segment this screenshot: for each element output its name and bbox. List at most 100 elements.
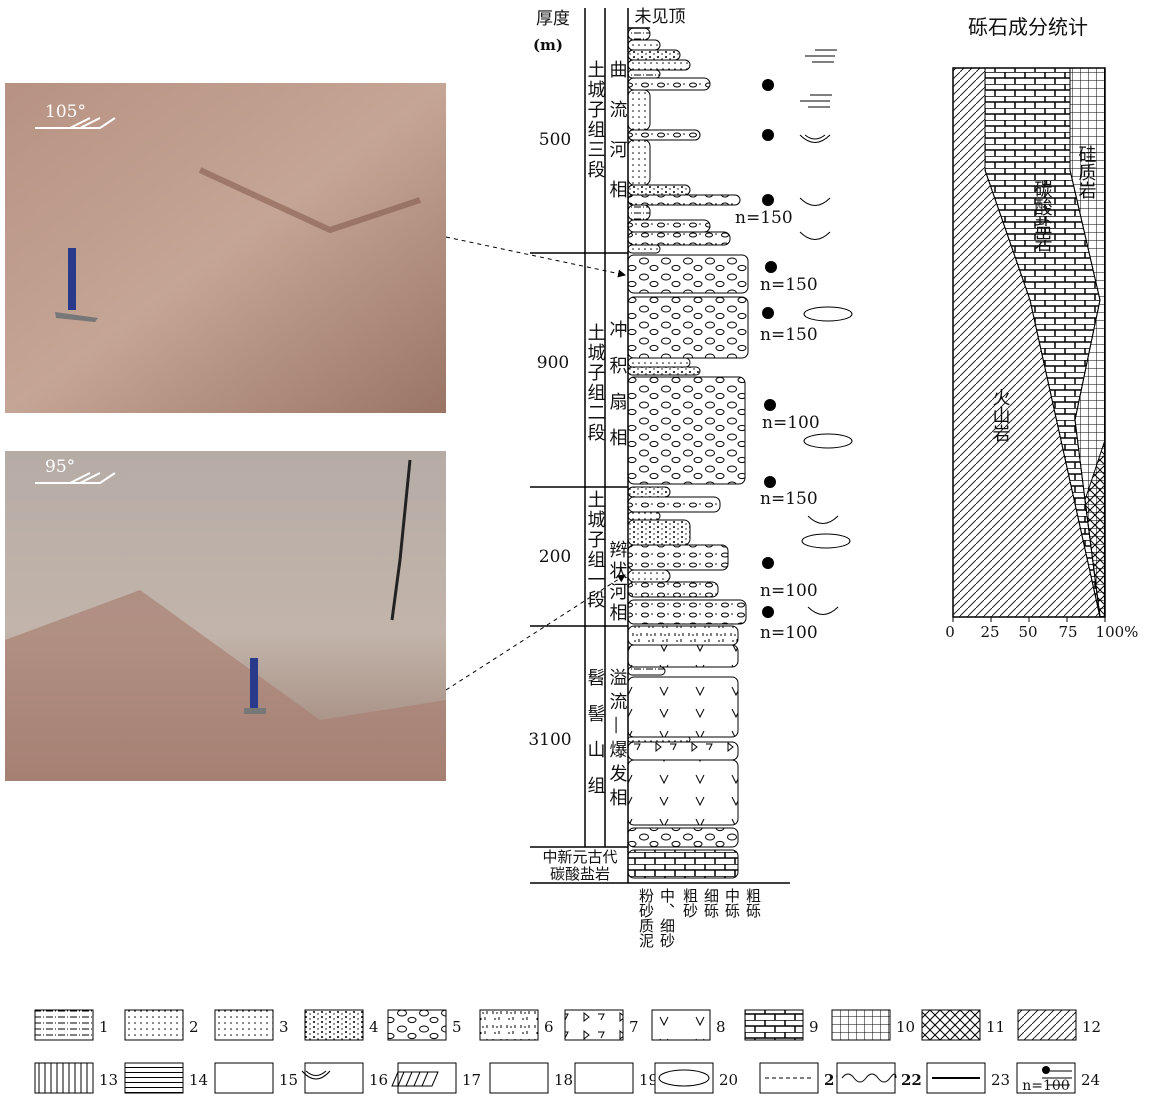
bed xyxy=(628,377,745,484)
legend-number: 14 xyxy=(189,1071,208,1089)
legend-number: 20 xyxy=(719,1071,738,1089)
legend-number: 8 xyxy=(716,1018,726,1036)
figure: 105° 95° 厚度 (m) 未见顶 500 900 200 3100 土城子… xyxy=(0,0,1151,1099)
basement-label: 碳酸盐岩 xyxy=(550,865,610,883)
bed xyxy=(628,600,746,624)
sample-count: n=150 xyxy=(760,275,818,295)
legend-swatch xyxy=(305,1063,363,1093)
sample-count: n=100 xyxy=(760,623,818,643)
legend-swatch xyxy=(35,1010,93,1040)
area-label: 硅质岩 xyxy=(1076,145,1097,199)
legend-number: 5 xyxy=(452,1018,462,1036)
axis-tick: 25 xyxy=(980,623,999,641)
bed xyxy=(628,497,720,512)
bed xyxy=(628,512,660,520)
grain-size: 细砾 xyxy=(702,888,720,918)
bed xyxy=(628,40,660,50)
bed xyxy=(628,520,690,545)
legend-swatch xyxy=(922,1010,980,1040)
bed xyxy=(628,626,738,645)
legend-swatch xyxy=(215,1063,273,1093)
sample-count: n=150 xyxy=(735,208,793,228)
legend-number: 22 xyxy=(901,1071,922,1089)
facies: 溢流—爆发相 xyxy=(607,668,628,812)
legend-number: 15 xyxy=(279,1071,298,1089)
legend-swatch xyxy=(1018,1010,1076,1040)
area-label: 火山岩 xyxy=(990,388,1011,442)
sample-count: n=100 xyxy=(760,581,818,601)
legend-swatch xyxy=(305,1010,363,1040)
legend-swatch xyxy=(398,1063,456,1093)
grain-size-labels: 粉砂质泥 中、细砂 粗砂 细砾 中砾 粗砾 xyxy=(637,888,762,949)
legend-swatch xyxy=(565,1010,623,1040)
column-header: 厚度 xyxy=(536,9,570,29)
connector xyxy=(446,237,625,275)
bed xyxy=(628,760,738,825)
column-top: 未见顶 xyxy=(635,7,686,27)
bed xyxy=(628,828,738,847)
depth-label: 500 xyxy=(539,130,571,150)
bed xyxy=(628,232,730,245)
legend-swatch xyxy=(490,1063,548,1093)
legend-number: 16 xyxy=(369,1071,388,1089)
formation: 土城子组三段 xyxy=(585,60,606,180)
grain-size: 中砾 xyxy=(723,888,741,918)
formation: 土城子组一段 xyxy=(585,490,606,610)
grain-size: 粉砂质泥 xyxy=(637,888,655,949)
bed xyxy=(628,487,670,497)
legend-number: 10 xyxy=(896,1018,915,1036)
grain-size: 中、细砂 xyxy=(658,888,676,948)
basement-label: 中新元古代 xyxy=(542,848,617,866)
legend-swatch xyxy=(388,1010,446,1040)
legend-symbol xyxy=(1042,1066,1050,1074)
sample-count: n=100 xyxy=(762,413,820,433)
legend-number: 18 xyxy=(554,1071,573,1089)
axis-tick: 75 xyxy=(1058,623,1077,641)
bed xyxy=(628,78,710,90)
bed xyxy=(628,70,660,78)
legend-swatch xyxy=(655,1063,713,1093)
bed xyxy=(628,737,690,742)
legend-sample: n=100 xyxy=(1022,1078,1069,1094)
formation: 髫髻山组 xyxy=(585,668,606,812)
bed xyxy=(628,50,680,60)
bed xyxy=(628,297,748,358)
legend-swatch xyxy=(652,1010,710,1040)
bed xyxy=(628,582,718,597)
depth-label: 900 xyxy=(537,353,569,373)
bed xyxy=(628,185,690,195)
legend-number: 13 xyxy=(99,1071,118,1089)
sample-count: n=150 xyxy=(760,489,818,509)
legend-swatch xyxy=(480,1010,538,1040)
legend-number: 1 xyxy=(99,1018,109,1036)
legend-swatch xyxy=(35,1063,93,1093)
bed xyxy=(628,205,650,220)
legend-number: 24 xyxy=(1081,1071,1100,1089)
formation: 土城子组二段 xyxy=(585,323,606,443)
bed xyxy=(628,677,738,737)
hammer-head xyxy=(244,708,266,714)
legend-swatch xyxy=(745,1010,803,1040)
legend-number: 9 xyxy=(809,1018,819,1036)
legend-swatch xyxy=(832,1010,890,1040)
legend-number: 3 xyxy=(279,1018,289,1036)
bed xyxy=(628,28,650,40)
bed xyxy=(628,130,700,140)
area-label: 碳酸盐岩 xyxy=(1032,180,1053,252)
legend-number: 12 xyxy=(1082,1018,1101,1036)
legend-swatch xyxy=(125,1063,183,1093)
depth-label: 200 xyxy=(539,547,571,567)
axis-tick: 50 xyxy=(1018,623,1037,641)
hammer xyxy=(250,658,258,708)
legend-number: 4 xyxy=(369,1018,379,1036)
axis-tick: 0 xyxy=(945,623,955,641)
grain-size: 粗砾 xyxy=(744,888,762,918)
bed xyxy=(628,195,740,205)
bed xyxy=(628,850,738,878)
bed xyxy=(628,645,738,667)
bed xyxy=(628,367,700,375)
facies: 冲积扇相 xyxy=(607,320,628,464)
bed xyxy=(628,545,728,570)
composition-title: 砾石成分统计 xyxy=(968,15,1088,39)
